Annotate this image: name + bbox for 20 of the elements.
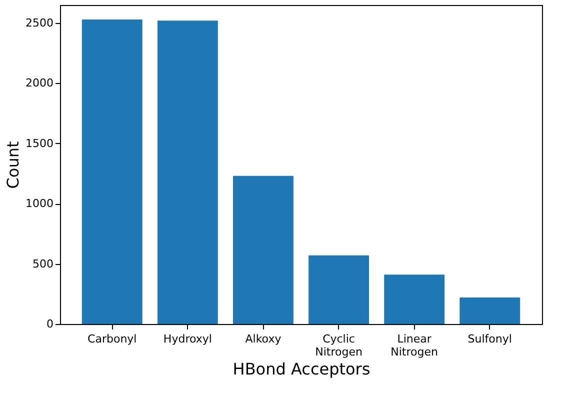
x-tick-label: Sulfonyl — [468, 332, 512, 346]
x-tick-label: Hydroxyl — [163, 332, 212, 346]
y-axis-title: Count — [4, 141, 23, 189]
y-tick-label: 2000 — [26, 76, 54, 90]
bar — [233, 176, 294, 324]
bar — [157, 20, 218, 324]
y-tick-label: 1000 — [26, 197, 54, 210]
x-tick-label: Cyclic Nitrogen — [315, 332, 362, 358]
bar — [460, 298, 520, 324]
x-tick-label: Linear Nitrogen — [390, 332, 438, 358]
x-tick-label: Alkoxy — [245, 332, 282, 346]
y-tick-label: 1500 — [26, 136, 54, 150]
x-tick-label: Carbonyl — [88, 332, 137, 346]
y-tick-label: 0 — [46, 318, 54, 330]
x-axis-title: HBond Acceptors — [232, 360, 370, 378]
y-tick-label: 500 — [32, 257, 54, 270]
y-tick-label: 2500 — [26, 16, 54, 30]
bar — [308, 255, 369, 324]
bar — [82, 19, 142, 324]
bar — [384, 274, 445, 324]
